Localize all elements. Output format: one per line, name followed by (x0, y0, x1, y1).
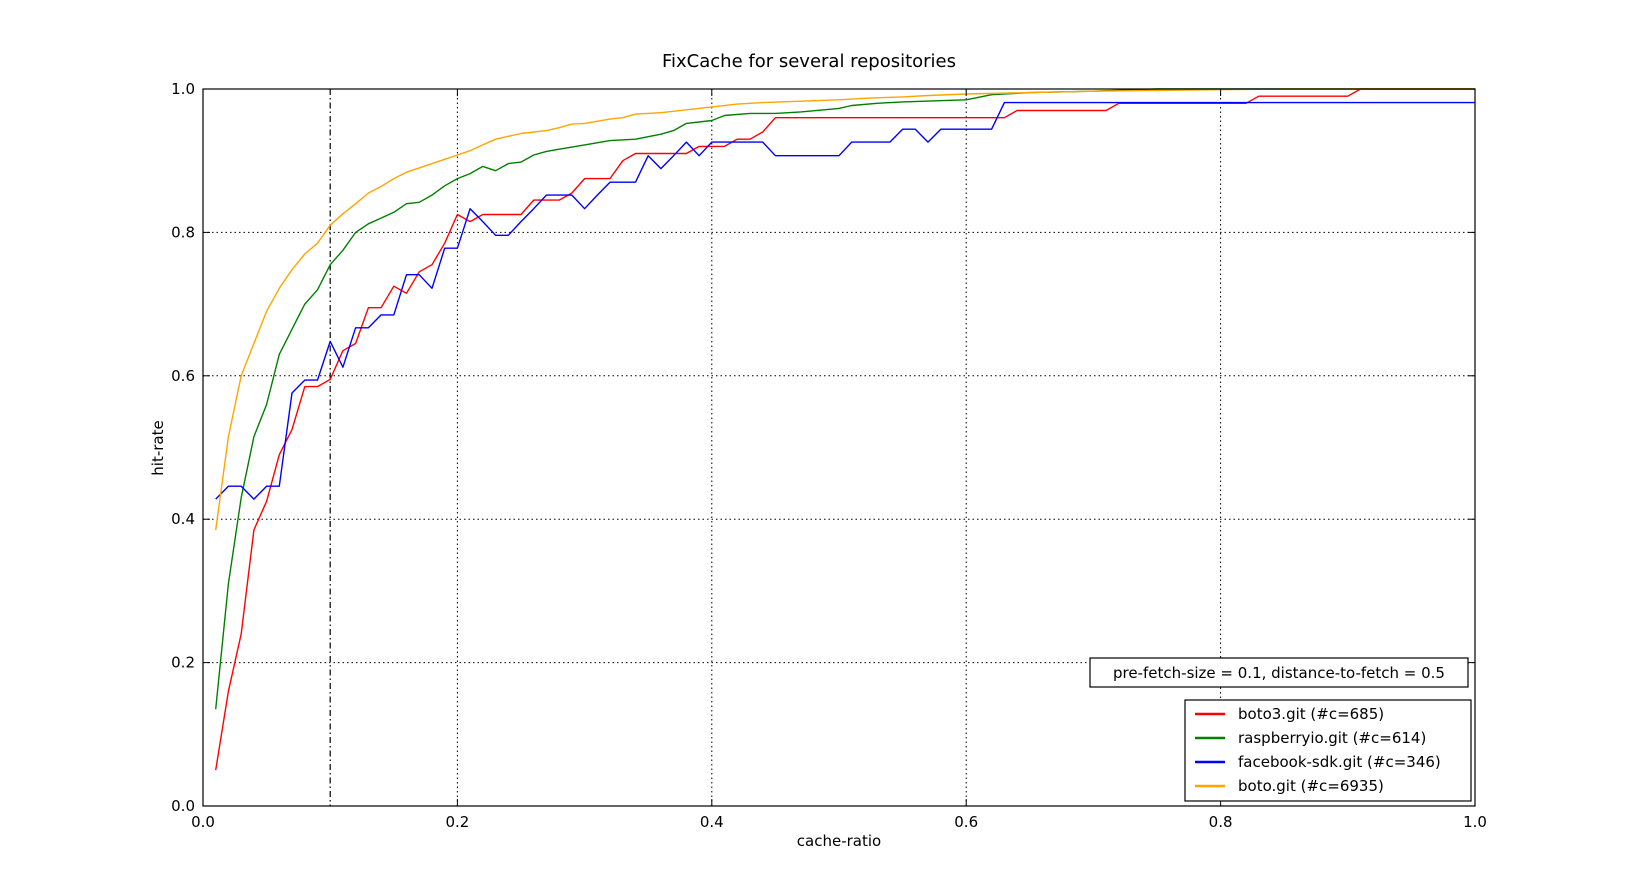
grid-lines (203, 89, 1475, 806)
x-tick-label: 0.4 (700, 813, 724, 831)
series-line-3 (215, 88, 1475, 531)
x-tick-label: 0.2 (445, 813, 469, 831)
y-tick-label: 0.4 (171, 510, 195, 528)
axis-ticks: 0.0 0.2 0.4 0.6 0.8 1.0 0.0 0.2 0.4 0.6 0.8 1.0 (171, 80, 1487, 831)
legend-frame (1184, 699, 1472, 802)
annotation-text: pre-fetch-size = 0.1, distance-to-fetch … (1113, 664, 1445, 682)
annotation-box: pre-fetch-size = 0.1, distance-to-fetch … (1089, 657, 1469, 688)
legend: boto3.git (#c=685) raspberryio.git (#c=61… (1184, 699, 1472, 802)
legend-label-1: raspberryio.git (#c=614) (1238, 729, 1426, 747)
legend-label-0: boto3.git (#c=685) (1238, 705, 1384, 723)
series-line-0 (215, 88, 1475, 771)
x-tick-label: 0.6 (954, 813, 978, 831)
x-tick-label: 1.0 (1463, 813, 1487, 831)
y-tick-label: 0.2 (171, 654, 195, 672)
legend-label-3: boto.git (#c=6935) (1238, 777, 1384, 795)
plot-area (202, 88, 1476, 807)
x-tick-label: 0.0 (191, 813, 215, 831)
y-axis-label: hit-rate (149, 420, 167, 475)
chart-title: FixCache for several repositories (662, 51, 956, 72)
x-axis-label: cache-ratio (797, 832, 881, 850)
y-tick-label: 0.0 (171, 797, 195, 815)
legend-label-2: facebook-sdk.git (#c=346) (1238, 753, 1441, 771)
y-tick-label: 0.8 (171, 223, 195, 241)
y-tick-label: 0.6 (171, 367, 195, 385)
series-line-2 (215, 101, 1475, 500)
series-line-1 (215, 88, 1475, 710)
series-lines (215, 88, 1475, 771)
y-tick-label: 1.0 (171, 80, 195, 98)
x-tick-label: 0.8 (1209, 813, 1233, 831)
